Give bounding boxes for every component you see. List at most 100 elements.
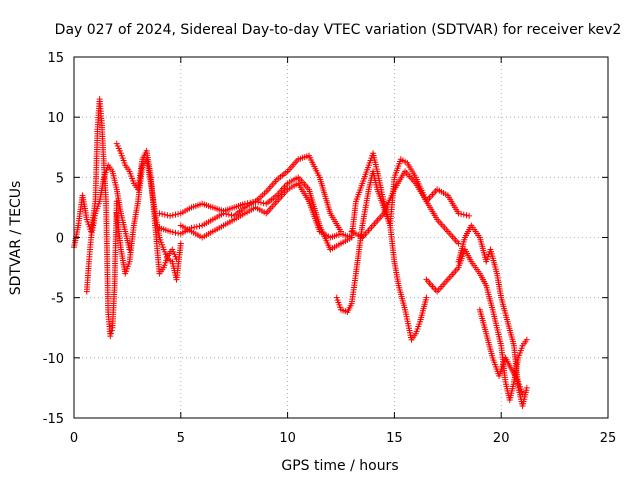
interpolated-markers — [417, 296, 429, 323]
interpolated-markers — [463, 248, 474, 263]
y-tick-label: -5 — [51, 292, 64, 307]
interpolated-markers — [93, 200, 102, 214]
interpolated-markers — [166, 248, 174, 257]
interpolated-markers — [317, 176, 333, 215]
interpolated-markers — [169, 211, 182, 219]
interpolated-markers — [505, 320, 517, 347]
interpolated-markers — [201, 229, 214, 240]
data-point — [252, 198, 259, 205]
interpolated-markers — [79, 194, 90, 221]
interpolated-markers — [409, 332, 418, 341]
interpolated-markers — [353, 182, 365, 203]
interpolated-markers — [190, 201, 203, 210]
y-tick-label: 15 — [47, 51, 64, 66]
interpolated-markers — [456, 236, 468, 263]
data-point — [241, 200, 248, 207]
interpolated-markers — [110, 170, 120, 191]
interpolated-markers — [254, 190, 268, 203]
interpolated-markers — [264, 178, 279, 194]
interpolated-markers — [190, 229, 203, 240]
data-point — [156, 210, 163, 217]
interpolated-markers — [264, 200, 279, 215]
interpolated-markers — [350, 229, 364, 240]
data-point — [466, 212, 473, 219]
interpolated-markers — [297, 153, 310, 162]
y-tick-label: 10 — [47, 111, 64, 126]
y-tick-label: 5 — [56, 171, 64, 186]
interpolated-markers — [392, 158, 403, 179]
interpolated-markers — [118, 152, 128, 166]
interpolated-markers — [375, 188, 386, 209]
interpolated-markers — [402, 309, 414, 341]
interpolated-markers — [520, 387, 530, 407]
interpolated-markers — [360, 224, 375, 239]
interpolated-markers — [483, 284, 496, 311]
interpolated-markers — [488, 248, 500, 275]
interpolated-markers — [233, 201, 246, 210]
interpolated-markers — [516, 345, 525, 359]
interpolated-markers — [161, 248, 170, 260]
interpolated-markers — [318, 229, 332, 240]
series-trace-early-low — [83, 162, 133, 295]
interpolated-markers — [132, 182, 140, 191]
x-tick-label: 5 — [177, 431, 185, 446]
interpolated-markers — [370, 170, 380, 191]
interpolated-markers — [244, 205, 257, 216]
interpolated-markers — [157, 266, 166, 275]
interpolated-markers — [233, 211, 246, 222]
tick-layer — [73, 56, 609, 419]
interpolated-markers — [212, 223, 225, 234]
interpolated-markers — [469, 224, 482, 239]
interpolated-markers — [446, 266, 460, 281]
interpolated-markers — [92, 128, 101, 203]
data-point — [167, 212, 174, 219]
interpolated-markers — [424, 200, 439, 221]
interpolated-markers — [144, 158, 154, 185]
data-point — [423, 294, 430, 301]
interpolated-markers — [286, 175, 300, 186]
interpolated-markers — [360, 164, 371, 185]
interpolated-markers — [179, 223, 193, 234]
interpolated-markers — [275, 188, 290, 203]
interpolated-markers — [169, 229, 182, 237]
interpolated-markers — [396, 284, 408, 311]
interpolated-markers — [413, 321, 423, 335]
data-point — [523, 336, 530, 343]
interpolated-markers — [381, 188, 397, 215]
interpolated-markers — [359, 188, 372, 227]
interpolated-markers — [233, 205, 247, 218]
x-tick-label: 10 — [279, 431, 296, 446]
interpolated-markers — [435, 278, 450, 293]
data-point — [177, 240, 184, 247]
interpolated-markers — [374, 170, 387, 203]
interpolated-markers — [127, 170, 136, 184]
interpolated-markers — [222, 217, 236, 228]
interpolated-markers — [118, 212, 128, 233]
interpolated-markers — [106, 164, 114, 173]
interpolated-markers — [135, 164, 146, 203]
interpolated-markers — [458, 211, 470, 219]
interpolated-markers — [498, 296, 510, 323]
interpolated-markers — [286, 181, 300, 192]
interpolated-markers — [223, 211, 235, 219]
interpolated-markers — [126, 224, 137, 263]
series-trace-mid-day-b — [156, 174, 334, 253]
interpolated-markers — [158, 225, 171, 234]
interpolated-markers — [131, 200, 141, 227]
interpolated-markers — [98, 122, 107, 167]
series-trace-late-c — [476, 306, 526, 397]
data-point — [455, 240, 462, 247]
tick-label-layer: 0 5 10 15 20 25 -15 -10 -5 0 5 10 15 — [43, 51, 617, 446]
interpolated-markers — [212, 205, 225, 214]
interpolated-markers — [435, 218, 450, 233]
interpolated-markers — [254, 205, 268, 216]
interpolated-markers — [490, 309, 504, 347]
series-trace-afternoon-c — [348, 168, 473, 241]
interpolated-markers — [405, 162, 418, 179]
interpolated-markers — [114, 188, 124, 215]
interpolated-markers — [152, 212, 163, 239]
interpolated-markers — [340, 235, 353, 246]
interpolated-markers — [403, 170, 418, 185]
interpolated-markers — [370, 152, 380, 173]
interpolated-markers — [179, 205, 193, 216]
